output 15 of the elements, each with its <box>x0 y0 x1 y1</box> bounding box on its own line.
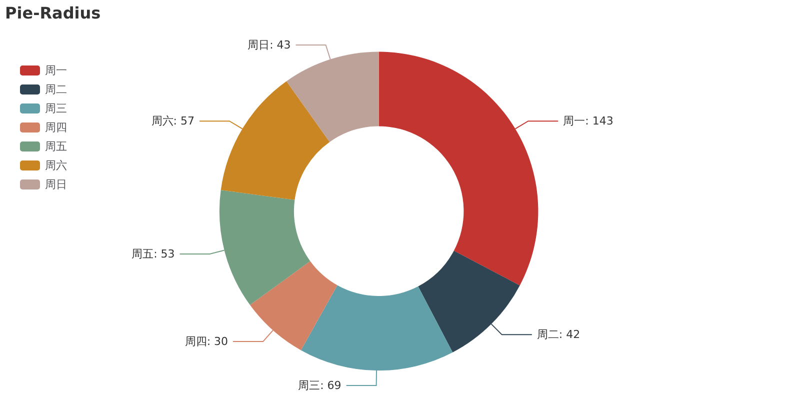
data-label: 周五: 53 <box>132 247 175 260</box>
chart-title: Pie-Radius <box>5 4 101 22</box>
data-label: 周日: 43 <box>248 38 291 52</box>
legend-label: 周一 <box>45 64 67 77</box>
data-label: 周一: 143 <box>563 114 614 128</box>
data-label: 周三: 69 <box>298 379 342 392</box>
data-label: 周二: 42 <box>536 328 580 342</box>
legend-label: 周五 <box>45 140 67 153</box>
data-label: 周六: 57 <box>151 114 194 128</box>
legend-label: 周三 <box>45 102 67 115</box>
legend-label: 周四 <box>45 121 67 134</box>
legend-label: 周日 <box>45 178 67 191</box>
legend-label: 周二 <box>45 83 67 96</box>
legend-label: 周六 <box>45 159 67 172</box>
data-label: 周四: 30 <box>184 335 228 348</box>
